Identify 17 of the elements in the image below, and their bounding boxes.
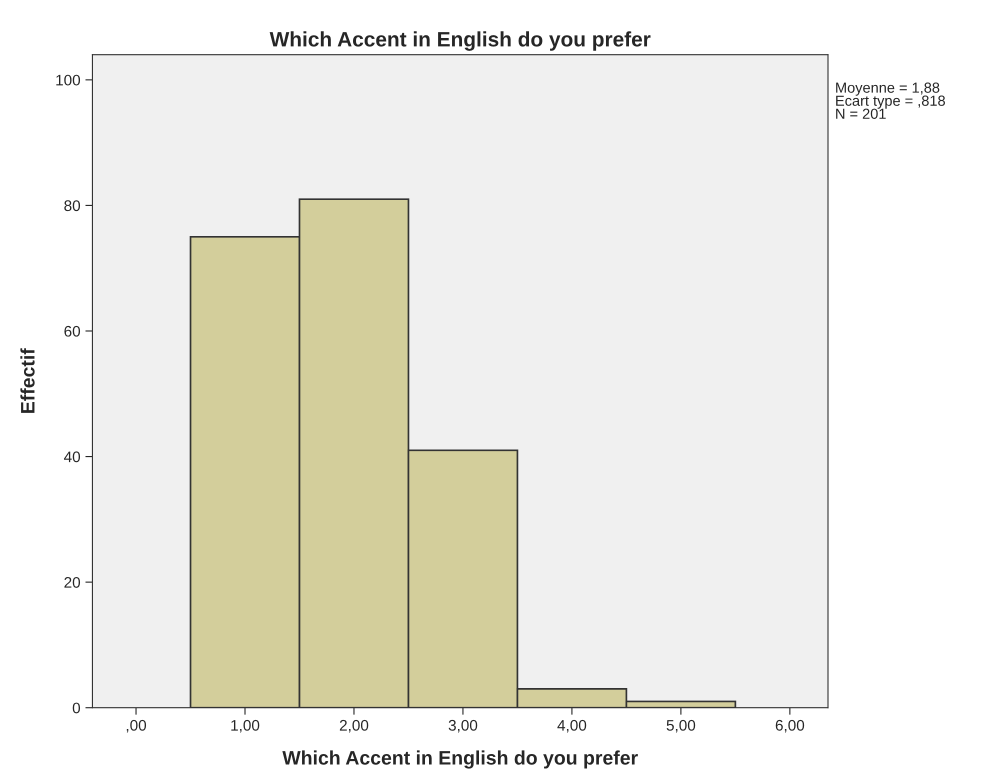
x-tick-label: 6,00 [776,720,804,733]
x-tick-label: 1,00 [231,720,260,733]
x-axis-title: Which Accent in English do you prefer [282,750,638,769]
y-tick-label: 60 [64,326,80,337]
y-axis-title: Effectif [20,348,35,413]
y-tick-label: 80 [64,200,80,212]
x-tick-label: 5,00 [666,720,696,733]
x-tick-label: 4,00 [557,720,586,733]
x-tick-label: 3,00 [448,720,478,733]
y-tick-label: 20 [64,577,80,588]
text: Moyenne = 1,88 Ecart type = ,818 N = 201 [836,82,945,119]
y-tick-label: 40 [64,451,80,462]
x-tick-label: 2,00 [340,720,368,733]
y-tick-label: 0 [72,702,80,714]
x-tick-label: ,00 [126,720,146,733]
y-tick-label: 100 [56,74,80,86]
chart-title: Which Accent in English do you prefer [270,31,651,51]
